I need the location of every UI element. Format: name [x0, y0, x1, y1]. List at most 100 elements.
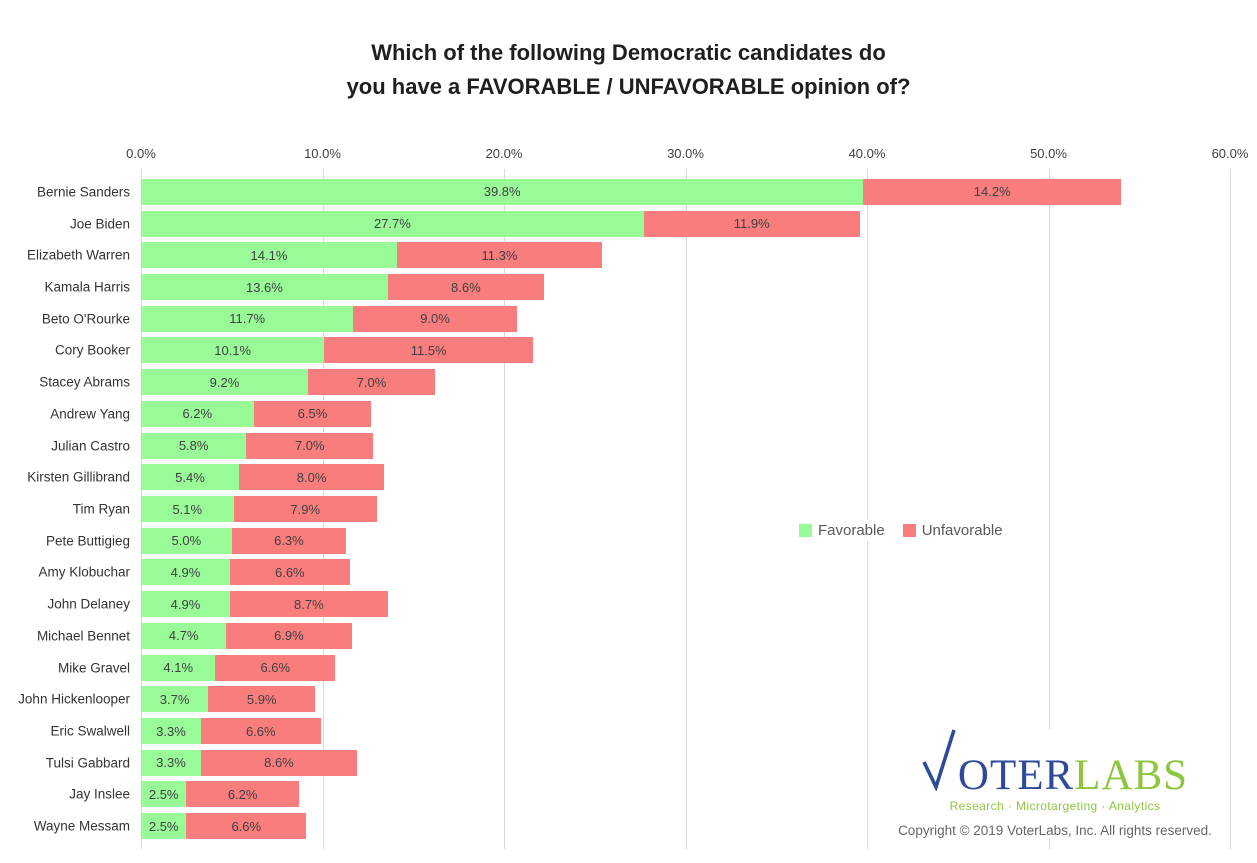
bar-row: 9.2% 7.0% [141, 369, 436, 396]
unfavorable-value-label: 11.5% [410, 342, 447, 358]
category-label: John Hickenlooper [18, 691, 130, 707]
favorable-value-label: 6.2% [182, 406, 213, 422]
category-label: Julian Castro [51, 438, 130, 454]
category-label: Beto O'Rourke [41, 311, 130, 327]
chart-title: Which of the following Democratic candid… [0, 36, 1257, 104]
favorable-bar-segment: 5.8% [141, 432, 247, 459]
x-axis-tick-label: 40.0% [848, 146, 886, 161]
gridline [867, 169, 868, 849]
voterlabs-tagline: Research · Microtargeting · Analytics [949, 799, 1161, 813]
favorable-value-label: 2.5% [148, 818, 179, 834]
x-axis-tick-label: 30.0% [667, 146, 704, 161]
unfavorable-value-label: 8.6% [264, 755, 294, 771]
unfavorable-value-label: 6.6% [260, 660, 291, 676]
unfavorable-bar-segment: 11.5% [324, 337, 534, 364]
category-label: Wayne Messam [33, 818, 130, 834]
unfavorable-bar-segment: 6.3% [231, 527, 347, 554]
favorable-bar-segment: 2.5% [141, 781, 187, 808]
favorable-bar-segment: 4.9% [141, 591, 230, 618]
category-label: Tim Ryan [72, 501, 130, 517]
bar-row: 11.7% 9.0% [141, 305, 517, 332]
category-label: Joe Biden [69, 216, 130, 232]
bar-row: 27.7% 11.9% [141, 210, 860, 237]
bar-row: 5.8% 7.0% [141, 432, 374, 459]
gridline [504, 169, 505, 849]
bar-row: 13.6% 8.6% [141, 274, 544, 300]
bar-row: 39.8% 14.2% [141, 178, 1122, 205]
gridline [685, 169, 687, 849]
favorable-bar-segment: 10.1% [141, 337, 325, 364]
favorable-value-label: 13.6% [245, 279, 283, 295]
favorable-bar-segment: 14.1% [141, 242, 397, 269]
x-axis-tick-label: 60.0% [1211, 146, 1249, 161]
favorable-bar-segment: 13.6% [141, 274, 388, 300]
favorable-bar-segment: 5.4% [141, 464, 239, 491]
favorable-bar-segment: 3.7% [141, 686, 209, 713]
category-label: Bernie Sanders [36, 184, 130, 200]
favorable-bar-segment: 6.2% [141, 400, 254, 427]
unfavorable-bar-segment: 11.9% [643, 210, 860, 237]
category-label: Michael Bennet [36, 628, 130, 644]
category-label: Andrew Yang [50, 406, 130, 422]
unfavorable-bar-segment: 6.6% [215, 654, 336, 681]
bar-row: 6.2% 6.5% [141, 400, 372, 427]
category-label: Pete Buttigieg [45, 533, 130, 549]
bar-row: 3.3% 8.6% [141, 749, 357, 776]
bar-row: 14.1% 11.3% [141, 242, 602, 269]
chart-legend: Favorable Unfavorable [791, 520, 1011, 541]
favorable-value-label: 11.7% [229, 311, 266, 327]
category-label: Kirsten Gillibrand [27, 469, 130, 485]
favorable-bar-segment: 4.7% [141, 622, 227, 649]
favorable-value-label: 3.3% [156, 723, 186, 739]
unfavorable-value-label: 5.9% [246, 691, 277, 707]
unfavorable-bar-segment: 8.6% [387, 274, 544, 300]
category-label: Tulsi Gabbard [45, 755, 130, 771]
bar-row: 3.3% 6.6% [141, 718, 321, 744]
bar-row: 4.7% 6.9% [141, 622, 352, 649]
unfavorable-value-label: 6.6% [245, 723, 276, 739]
voterlabs-wordmark: OTER LABS [893, 729, 1217, 797]
unfavorable-value-label: 11.3% [481, 247, 518, 263]
unfavorable-value-label: 7.0% [294, 438, 325, 454]
bar-row: 5.0% 6.3% [141, 527, 347, 554]
bar-row: 4.9% 8.7% [141, 591, 388, 618]
category-label: Amy Klobuchar [38, 564, 130, 580]
unfavorable-bar-segment: 11.3% [396, 242, 602, 269]
x-axis-tick-label: 20.0% [485, 146, 523, 161]
unfavorable-value-label: 6.2% [227, 786, 258, 802]
unfavorable-bar-segment: 8.0% [239, 464, 385, 491]
unfavorable-value-label: 8.6% [451, 279, 481, 295]
favorable-value-label: 14.1% [250, 247, 288, 263]
unfavorable-value-label: 6.6% [231, 818, 262, 834]
unfavorable-bar-segment: 8.7% [229, 591, 388, 618]
favorable-bar-segment: 27.7% [141, 210, 644, 237]
favorable-legend-label: Favorable [818, 522, 885, 539]
favorable-value-label: 39.8% [483, 184, 521, 200]
unfavorable-legend-label: Unfavorable [921, 522, 1003, 539]
favorable-bar-segment: 3.3% [141, 749, 201, 776]
bar-row: 4.9% 6.6% [141, 559, 350, 586]
category-label: Kamala Harris [44, 279, 130, 295]
favorable-value-label: 3.7% [159, 691, 190, 707]
unfavorable-value-label: 7.9% [290, 501, 321, 517]
category-label: Elizabeth Warren [26, 247, 130, 263]
bar-row: 4.1% 6.6% [141, 654, 336, 681]
favorable-value-label: 2.5% [148, 786, 179, 802]
favorable-bar-segment: 39.8% [141, 178, 864, 205]
bar-row: 5.1% 7.9% [141, 496, 377, 522]
favorable-value-label: 4.1% [163, 660, 194, 676]
copyright-text: Copyright © 2019 VoterLabs, Inc. All rig… [898, 823, 1212, 838]
favorable-bar-segment: 3.3% [141, 718, 201, 744]
unfavorable-bar-segment: 14.2% [863, 178, 1122, 205]
unfavorable-value-label: 7.0% [356, 374, 387, 390]
x-axis-tick-label: 10.0% [304, 146, 341, 161]
unfavorable-bar-segment: 7.0% [307, 369, 436, 396]
x-axis-tick-label: 0.0% [126, 146, 156, 161]
bar-row: 3.7% 5.9% [141, 686, 316, 713]
unfavorable-bar-segment: 8.6% [200, 749, 357, 776]
category-label: Cory Booker [54, 342, 130, 358]
unfavorable-bar-segment: 6.6% [186, 813, 307, 840]
favorable-bar-segment: 4.9% [141, 559, 230, 586]
favorable-value-label: 5.1% [172, 501, 203, 517]
